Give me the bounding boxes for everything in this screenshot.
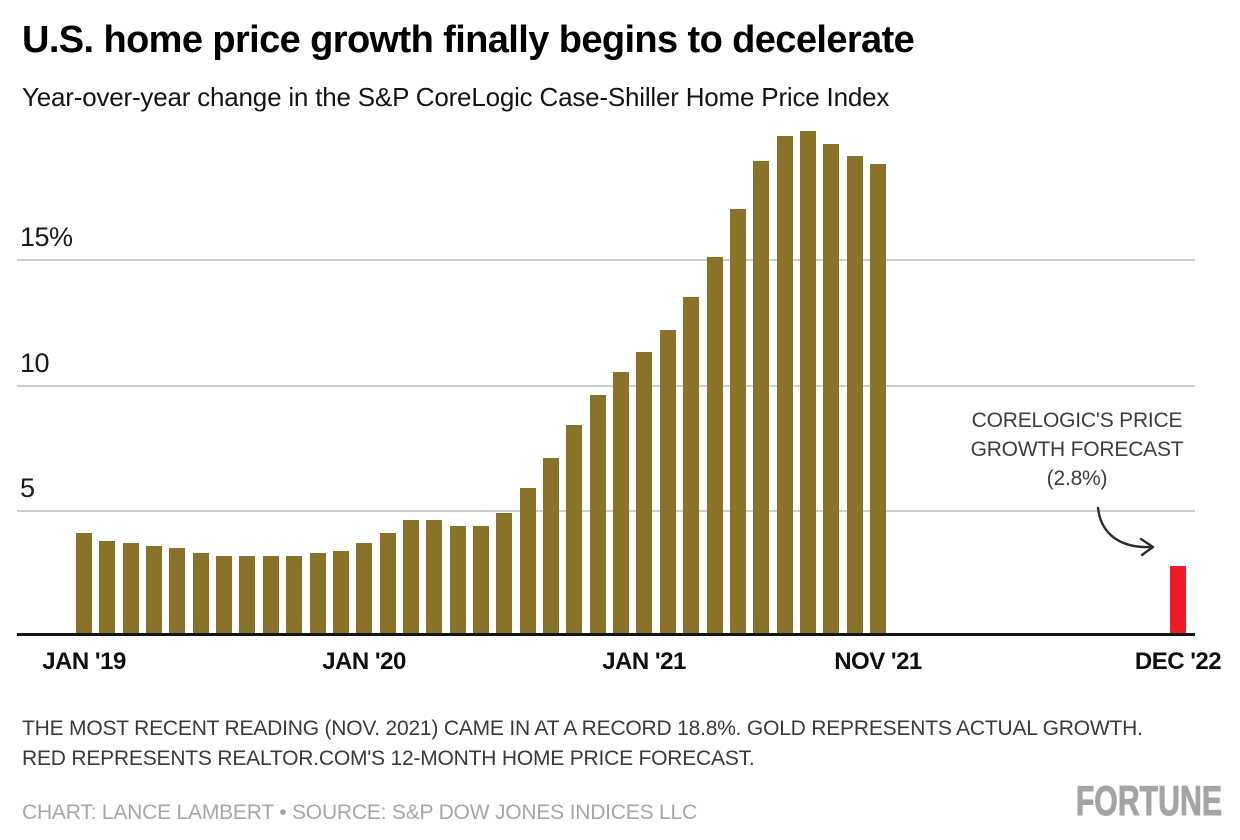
- bar: [123, 543, 139, 634]
- bar: [847, 156, 863, 634]
- bar: [613, 372, 629, 634]
- bar: [730, 209, 746, 634]
- bar: [823, 144, 839, 634]
- bar: [590, 395, 606, 634]
- bar: [286, 556, 302, 634]
- bar: [216, 556, 232, 634]
- bar: [753, 161, 769, 634]
- bar: [520, 488, 536, 634]
- forecast-annotation-line: (2.8%): [1046, 467, 1108, 490]
- x-axis-tick-label: NOV '21: [834, 648, 922, 675]
- x-axis-tick-label: JAN '19: [42, 648, 126, 675]
- x-axis-tick-label: JAN '21: [602, 648, 686, 675]
- forecast-annotation: CORELOGIC'S PRICE GROWTH FORECAST (2.8%): [957, 406, 1197, 493]
- x-axis-tick-label: JAN '20: [322, 648, 406, 675]
- x-axis-tick-label: DEC '22: [1134, 648, 1222, 675]
- x-axis-line: [17, 633, 1195, 636]
- bar: [356, 543, 372, 634]
- bar: [543, 458, 559, 634]
- bar: [169, 548, 185, 634]
- bar: [496, 513, 512, 634]
- gridline-15: [17, 259, 1195, 261]
- bar: [426, 520, 442, 634]
- bar: [473, 526, 489, 634]
- bar: [333, 551, 349, 634]
- bar: [870, 164, 886, 634]
- chart-credit: CHART: LANCE LAMBERT • SOURCE: S&P DOW J…: [22, 801, 697, 824]
- bar: [310, 553, 326, 634]
- bar: [76, 533, 92, 634]
- forecast-bar: [1170, 566, 1186, 634]
- bar: [636, 352, 652, 634]
- fortune-logo: FORTUNE: [1075, 777, 1222, 825]
- forecast-annotation-line: CORELOGIC'S PRICE: [971, 409, 1183, 432]
- chart-footnote: THE MOST RECENT READING (NOV. 2021) CAME…: [22, 717, 1143, 770]
- forecast-annotation-line: GROWTH FORECAST: [970, 438, 1184, 461]
- gridline-10: [17, 385, 1195, 387]
- y-axis-tick-label: 15%: [20, 222, 73, 252]
- bar: [450, 526, 466, 634]
- bar: [263, 556, 279, 634]
- bar: [566, 425, 582, 634]
- gridline-5: [17, 510, 1195, 512]
- bar: [99, 541, 115, 634]
- bar: [777, 136, 793, 634]
- page-title: U.S. home price growth finally begins to…: [22, 19, 915, 61]
- bar: [707, 257, 723, 634]
- bar: [800, 131, 816, 634]
- bar: [193, 553, 209, 634]
- bar: [403, 520, 419, 634]
- bar: [660, 330, 676, 634]
- y-axis-tick-label: 5: [20, 473, 35, 503]
- bar: [683, 297, 699, 634]
- bar: [146, 546, 162, 634]
- bar: [380, 533, 396, 634]
- chart-subtitle: Year-over-year change in the S&P CoreLog…: [22, 82, 890, 112]
- bar: [239, 556, 255, 634]
- y-axis-tick-label: 10: [20, 348, 50, 378]
